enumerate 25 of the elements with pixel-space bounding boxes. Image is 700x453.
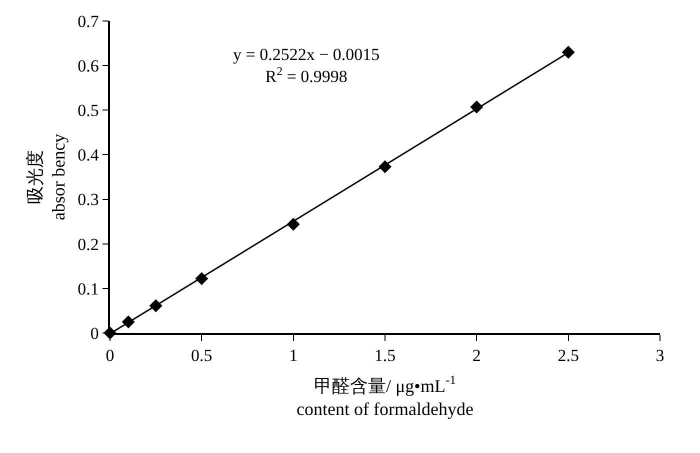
y-tick-label: 0: [90, 324, 99, 343]
x-tick-label: 0.5: [191, 346, 212, 366]
x-tick-label: 0: [106, 346, 114, 366]
point: [378, 160, 392, 174]
point: [470, 100, 484, 114]
x-tick-label: 1.5: [374, 346, 396, 366]
x-tick-label: 2.5: [558, 346, 579, 366]
y-tick-label: 0.1: [78, 279, 99, 298]
x-axis-title: 甲醛含量/ μg•mL$^{-1}$ content of formaldehyde: [296, 373, 474, 420]
y-tick-label: 0.5: [78, 101, 99, 120]
annotation: y = 0.2522x − 0.0015 R$^{2}$ = 0.9998: [233, 45, 380, 86]
point: [195, 272, 208, 286]
y-tick-label: 0.3: [78, 190, 99, 210]
point: [286, 218, 300, 231]
y-tick-label: 0.6: [78, 56, 99, 76]
x-tick-label: 2: [472, 346, 481, 366]
y-tick-label: 0.2: [78, 234, 99, 254]
x-tick-label: 3: [656, 346, 664, 366]
y-tick-label: 0.7: [78, 12, 100, 31]
point: [122, 315, 135, 328]
y-axis-title: 吸光度 absor bency: [24, 134, 68, 220]
y-tick-label: 0.4: [78, 146, 100, 165]
x-tick-label: 1: [289, 346, 298, 366]
point: [562, 46, 575, 59]
point: [149, 299, 162, 312]
